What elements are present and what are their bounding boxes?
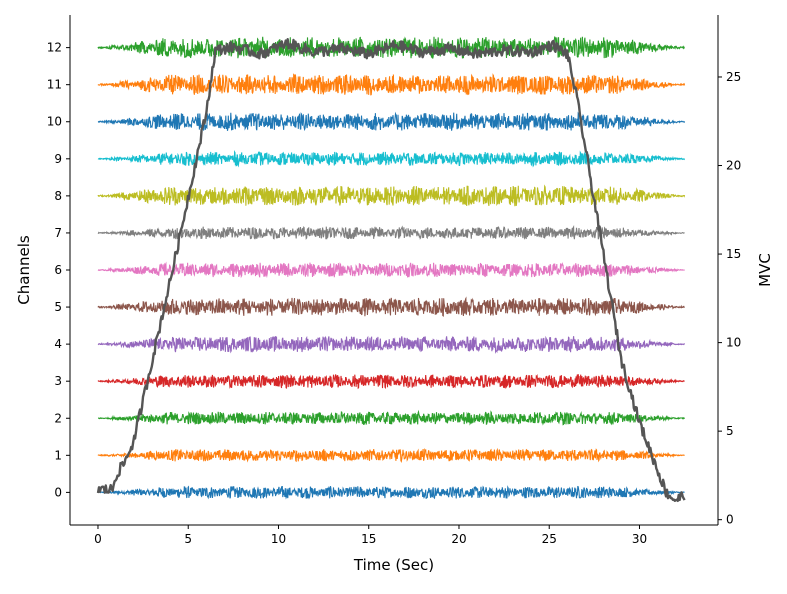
mvc-force-line	[96, 38, 686, 502]
x-tick-label: 20	[451, 532, 466, 546]
y-tick-label: 0	[54, 485, 62, 499]
x-tick-label: 25	[542, 532, 557, 546]
emg-channel-7-line	[97, 225, 685, 240]
emg-channel-1-line	[97, 447, 685, 463]
y-tick-label: 9	[54, 152, 62, 166]
emg-channel-3-line	[97, 373, 685, 390]
y-tick-label: 10	[47, 115, 62, 129]
emg-channel-12-line	[97, 36, 685, 59]
emg-channel-0-line	[97, 485, 685, 500]
series-layer	[96, 36, 686, 502]
y-right-tick-label: 0	[726, 513, 734, 527]
emg-channel-11-line	[97, 73, 686, 96]
x-tick-label: 0	[94, 532, 102, 546]
emg-channel-9-line	[97, 150, 686, 168]
x-tick-label: 15	[361, 532, 376, 546]
y-tick-label: 1	[54, 448, 62, 462]
y-tick-label: 7	[54, 226, 62, 240]
x-tick-label: 30	[632, 532, 647, 546]
y-right-tick-label: 20	[726, 159, 741, 173]
y-tick-label: 2	[54, 411, 62, 425]
y-axis-title: Channels	[15, 235, 33, 305]
emg-channel-6-line	[97, 261, 685, 279]
y-tick-label: 5	[54, 300, 62, 314]
y-tick-label: 8	[54, 189, 62, 203]
x-axis-title: Time (Sec)	[353, 556, 434, 574]
y-right-tick-label: 25	[726, 70, 741, 84]
emg-channel-2-line	[98, 409, 686, 426]
emg-channel-8-line	[97, 184, 686, 207]
y-tick-label: 6	[54, 263, 62, 277]
y-right-tick-label: 5	[726, 424, 734, 438]
y-tick-label: 4	[54, 337, 62, 351]
emg-channel-10-line	[97, 111, 686, 132]
y-right-axis-title: MVC	[756, 253, 774, 287]
x-tick-label: 5	[184, 532, 192, 546]
y-tick-label: 12	[47, 41, 62, 55]
y-right-tick-label: 15	[726, 247, 741, 261]
y-tick-label: 3	[54, 374, 62, 388]
emg-channel-4-line	[97, 335, 685, 354]
y-tick-label: 11	[47, 78, 62, 92]
emg-channel-5-line	[97, 296, 685, 317]
x-tick-label: 10	[271, 532, 286, 546]
y-right-tick-label: 10	[726, 336, 741, 350]
